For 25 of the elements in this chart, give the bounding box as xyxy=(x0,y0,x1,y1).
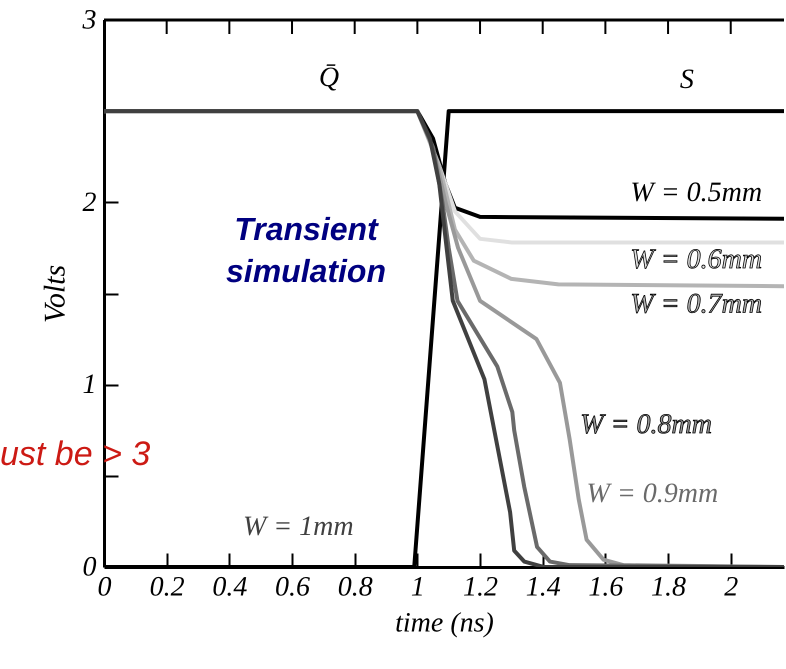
text: W = 0.9mm xyxy=(586,478,718,510)
x-tick-label: 0.4 xyxy=(212,572,248,602)
x-tick-label: 1.6 xyxy=(588,572,624,602)
text: W = 1mm xyxy=(242,510,354,542)
x-tick-label: 0.8 xyxy=(338,572,373,602)
y-tick-label: 3 xyxy=(82,4,96,36)
series-label: W = 0.6mm xyxy=(630,244,762,275)
y-tick-label: 2 xyxy=(82,186,96,218)
annotation: Q̄ xyxy=(318,62,340,93)
series-label: W = 0.7mm xyxy=(630,288,762,320)
x-tick-label: 0.6 xyxy=(275,572,310,602)
y-axis-title: Volts xyxy=(38,264,72,324)
y-tick-label: 0 xyxy=(82,552,96,582)
series-label: W = 0.5mm xyxy=(630,177,762,208)
x-tick-label: 2 xyxy=(724,572,738,602)
annotation: Transient simulation xyxy=(226,211,386,289)
x-tick-label: 1.2 xyxy=(463,572,498,602)
x-tick-label: 1 xyxy=(410,572,425,602)
x-tick-label: 0.2 xyxy=(150,572,185,602)
x-tick-label: 1.4 xyxy=(526,572,561,602)
x-axis-title: time (ns) xyxy=(395,608,494,638)
series-label: W = 0.8mm xyxy=(580,408,712,440)
legend-label: S xyxy=(680,64,694,96)
y-tick-label: 1 xyxy=(82,369,96,400)
x-tick-label: 1.8 xyxy=(651,572,686,602)
